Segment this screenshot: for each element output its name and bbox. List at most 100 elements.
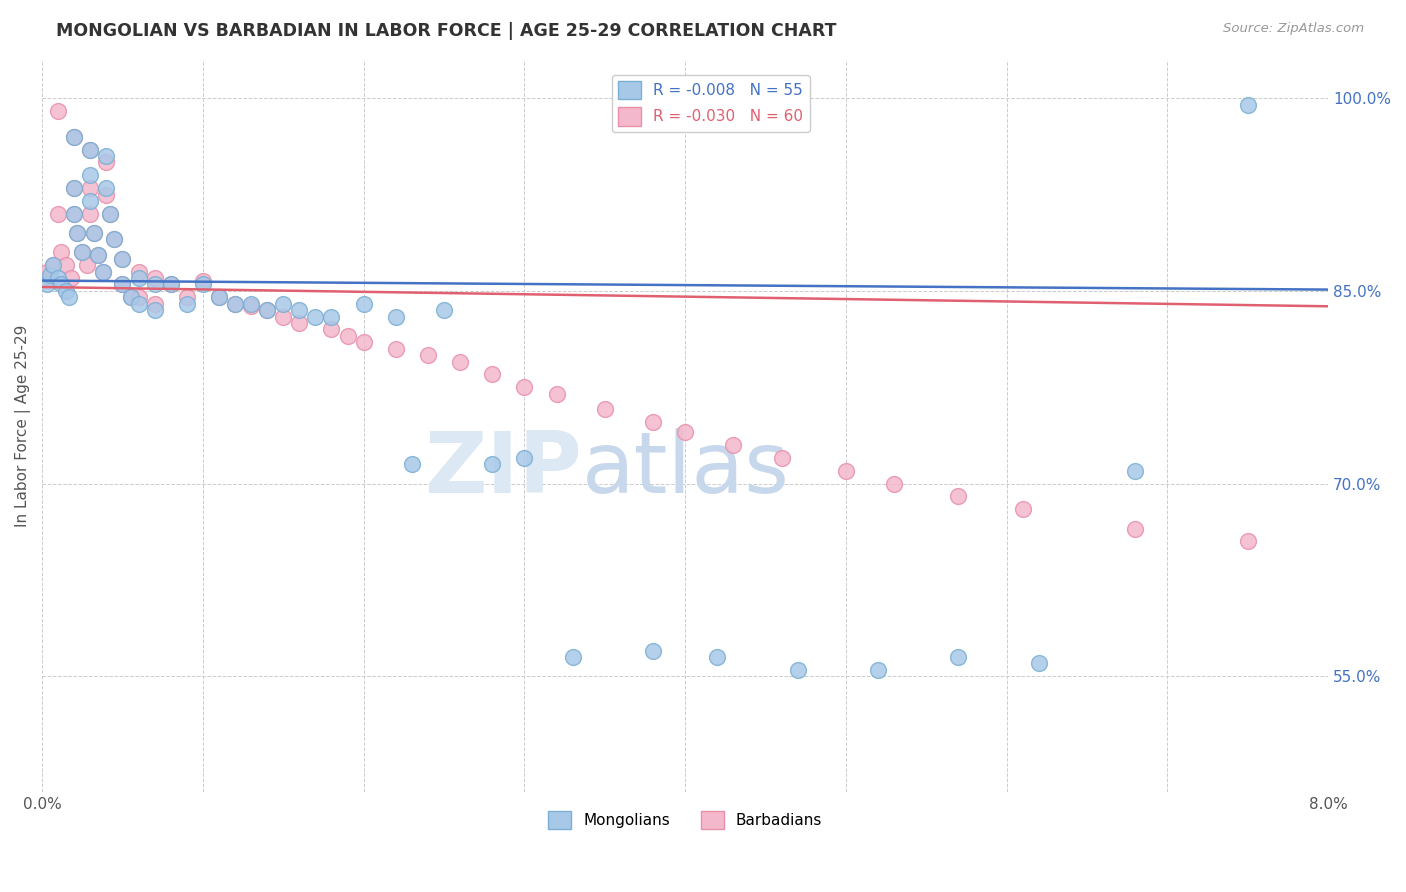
Y-axis label: In Labor Force | Age 25-29: In Labor Force | Age 25-29 <box>15 325 31 527</box>
Legend: Mongolians, Barbadians: Mongolians, Barbadians <box>543 805 828 836</box>
Point <box>79 181 101 195</box>
Point <box>66 226 89 240</box>
Point <box>208 290 231 304</box>
Point <box>63 129 86 144</box>
Point <box>176 290 198 304</box>
Point <box>1123 464 1146 478</box>
Point <box>1123 522 1146 536</box>
Point <box>240 299 263 313</box>
Point <box>51 277 73 292</box>
Point <box>706 650 728 665</box>
Point <box>35 264 58 278</box>
Point <box>83 226 105 240</box>
Point <box>46 271 69 285</box>
Point <box>159 277 181 292</box>
Point <box>948 490 970 504</box>
Point <box>96 187 118 202</box>
Point <box>111 252 134 266</box>
Point <box>883 476 905 491</box>
Point <box>66 226 89 240</box>
Point <box>103 232 125 246</box>
Point <box>111 277 134 292</box>
Point <box>1236 97 1258 112</box>
Point <box>143 303 166 318</box>
Point <box>948 650 970 665</box>
Point <box>111 252 134 266</box>
Point <box>866 663 889 677</box>
Point <box>96 181 118 195</box>
Point <box>641 415 664 429</box>
Point <box>271 310 294 324</box>
Point <box>91 264 114 278</box>
Point <box>176 296 198 310</box>
Point <box>513 380 536 394</box>
Point <box>35 277 58 292</box>
Point <box>256 303 278 318</box>
Point <box>1028 657 1050 671</box>
Text: atlas: atlas <box>582 428 790 511</box>
Point <box>384 310 406 324</box>
Point <box>143 296 166 310</box>
Point <box>321 310 343 324</box>
Point <box>128 290 150 304</box>
Point <box>384 342 406 356</box>
Point <box>87 248 110 262</box>
Point <box>42 258 65 272</box>
Point <box>46 103 69 118</box>
Point <box>208 290 231 304</box>
Point <box>103 232 125 246</box>
Point <box>240 296 263 310</box>
Point <box>128 264 150 278</box>
Point <box>191 277 214 292</box>
Point <box>98 207 121 221</box>
Point <box>159 277 181 292</box>
Point <box>72 245 94 260</box>
Point <box>51 245 73 260</box>
Point <box>128 296 150 310</box>
Point <box>143 271 166 285</box>
Point <box>55 284 77 298</box>
Point <box>79 168 101 182</box>
Point <box>63 207 86 221</box>
Point <box>79 143 101 157</box>
Point <box>786 663 808 677</box>
Point <box>481 368 503 382</box>
Point <box>46 207 69 221</box>
Point <box>58 290 80 304</box>
Point <box>72 245 94 260</box>
Point <box>63 181 86 195</box>
Point <box>673 425 696 440</box>
Point <box>79 207 101 221</box>
Point <box>770 450 793 465</box>
Point <box>336 329 359 343</box>
Point <box>481 458 503 472</box>
Point <box>63 207 86 221</box>
Point <box>76 258 98 272</box>
Point <box>641 643 664 657</box>
Point <box>63 181 86 195</box>
Point <box>321 322 343 336</box>
Point <box>96 155 118 169</box>
Point <box>561 650 583 665</box>
Point <box>111 277 134 292</box>
Point <box>271 296 294 310</box>
Point <box>416 348 439 362</box>
Text: MONGOLIAN VS BARBADIAN IN LABOR FORCE | AGE 25-29 CORRELATION CHART: MONGOLIAN VS BARBADIAN IN LABOR FORCE | … <box>56 22 837 40</box>
Point <box>353 296 375 310</box>
Point <box>835 464 858 478</box>
Point <box>513 450 536 465</box>
Point <box>39 268 62 283</box>
Point <box>723 438 745 452</box>
Point <box>120 290 142 304</box>
Point <box>98 207 121 221</box>
Point <box>449 354 471 368</box>
Text: Source: ZipAtlas.com: Source: ZipAtlas.com <box>1223 22 1364 36</box>
Point <box>120 290 142 304</box>
Point <box>1236 534 1258 549</box>
Point <box>593 402 616 417</box>
Point <box>401 458 423 472</box>
Point <box>79 194 101 208</box>
Point <box>1011 502 1033 516</box>
Point <box>60 271 83 285</box>
Point <box>128 271 150 285</box>
